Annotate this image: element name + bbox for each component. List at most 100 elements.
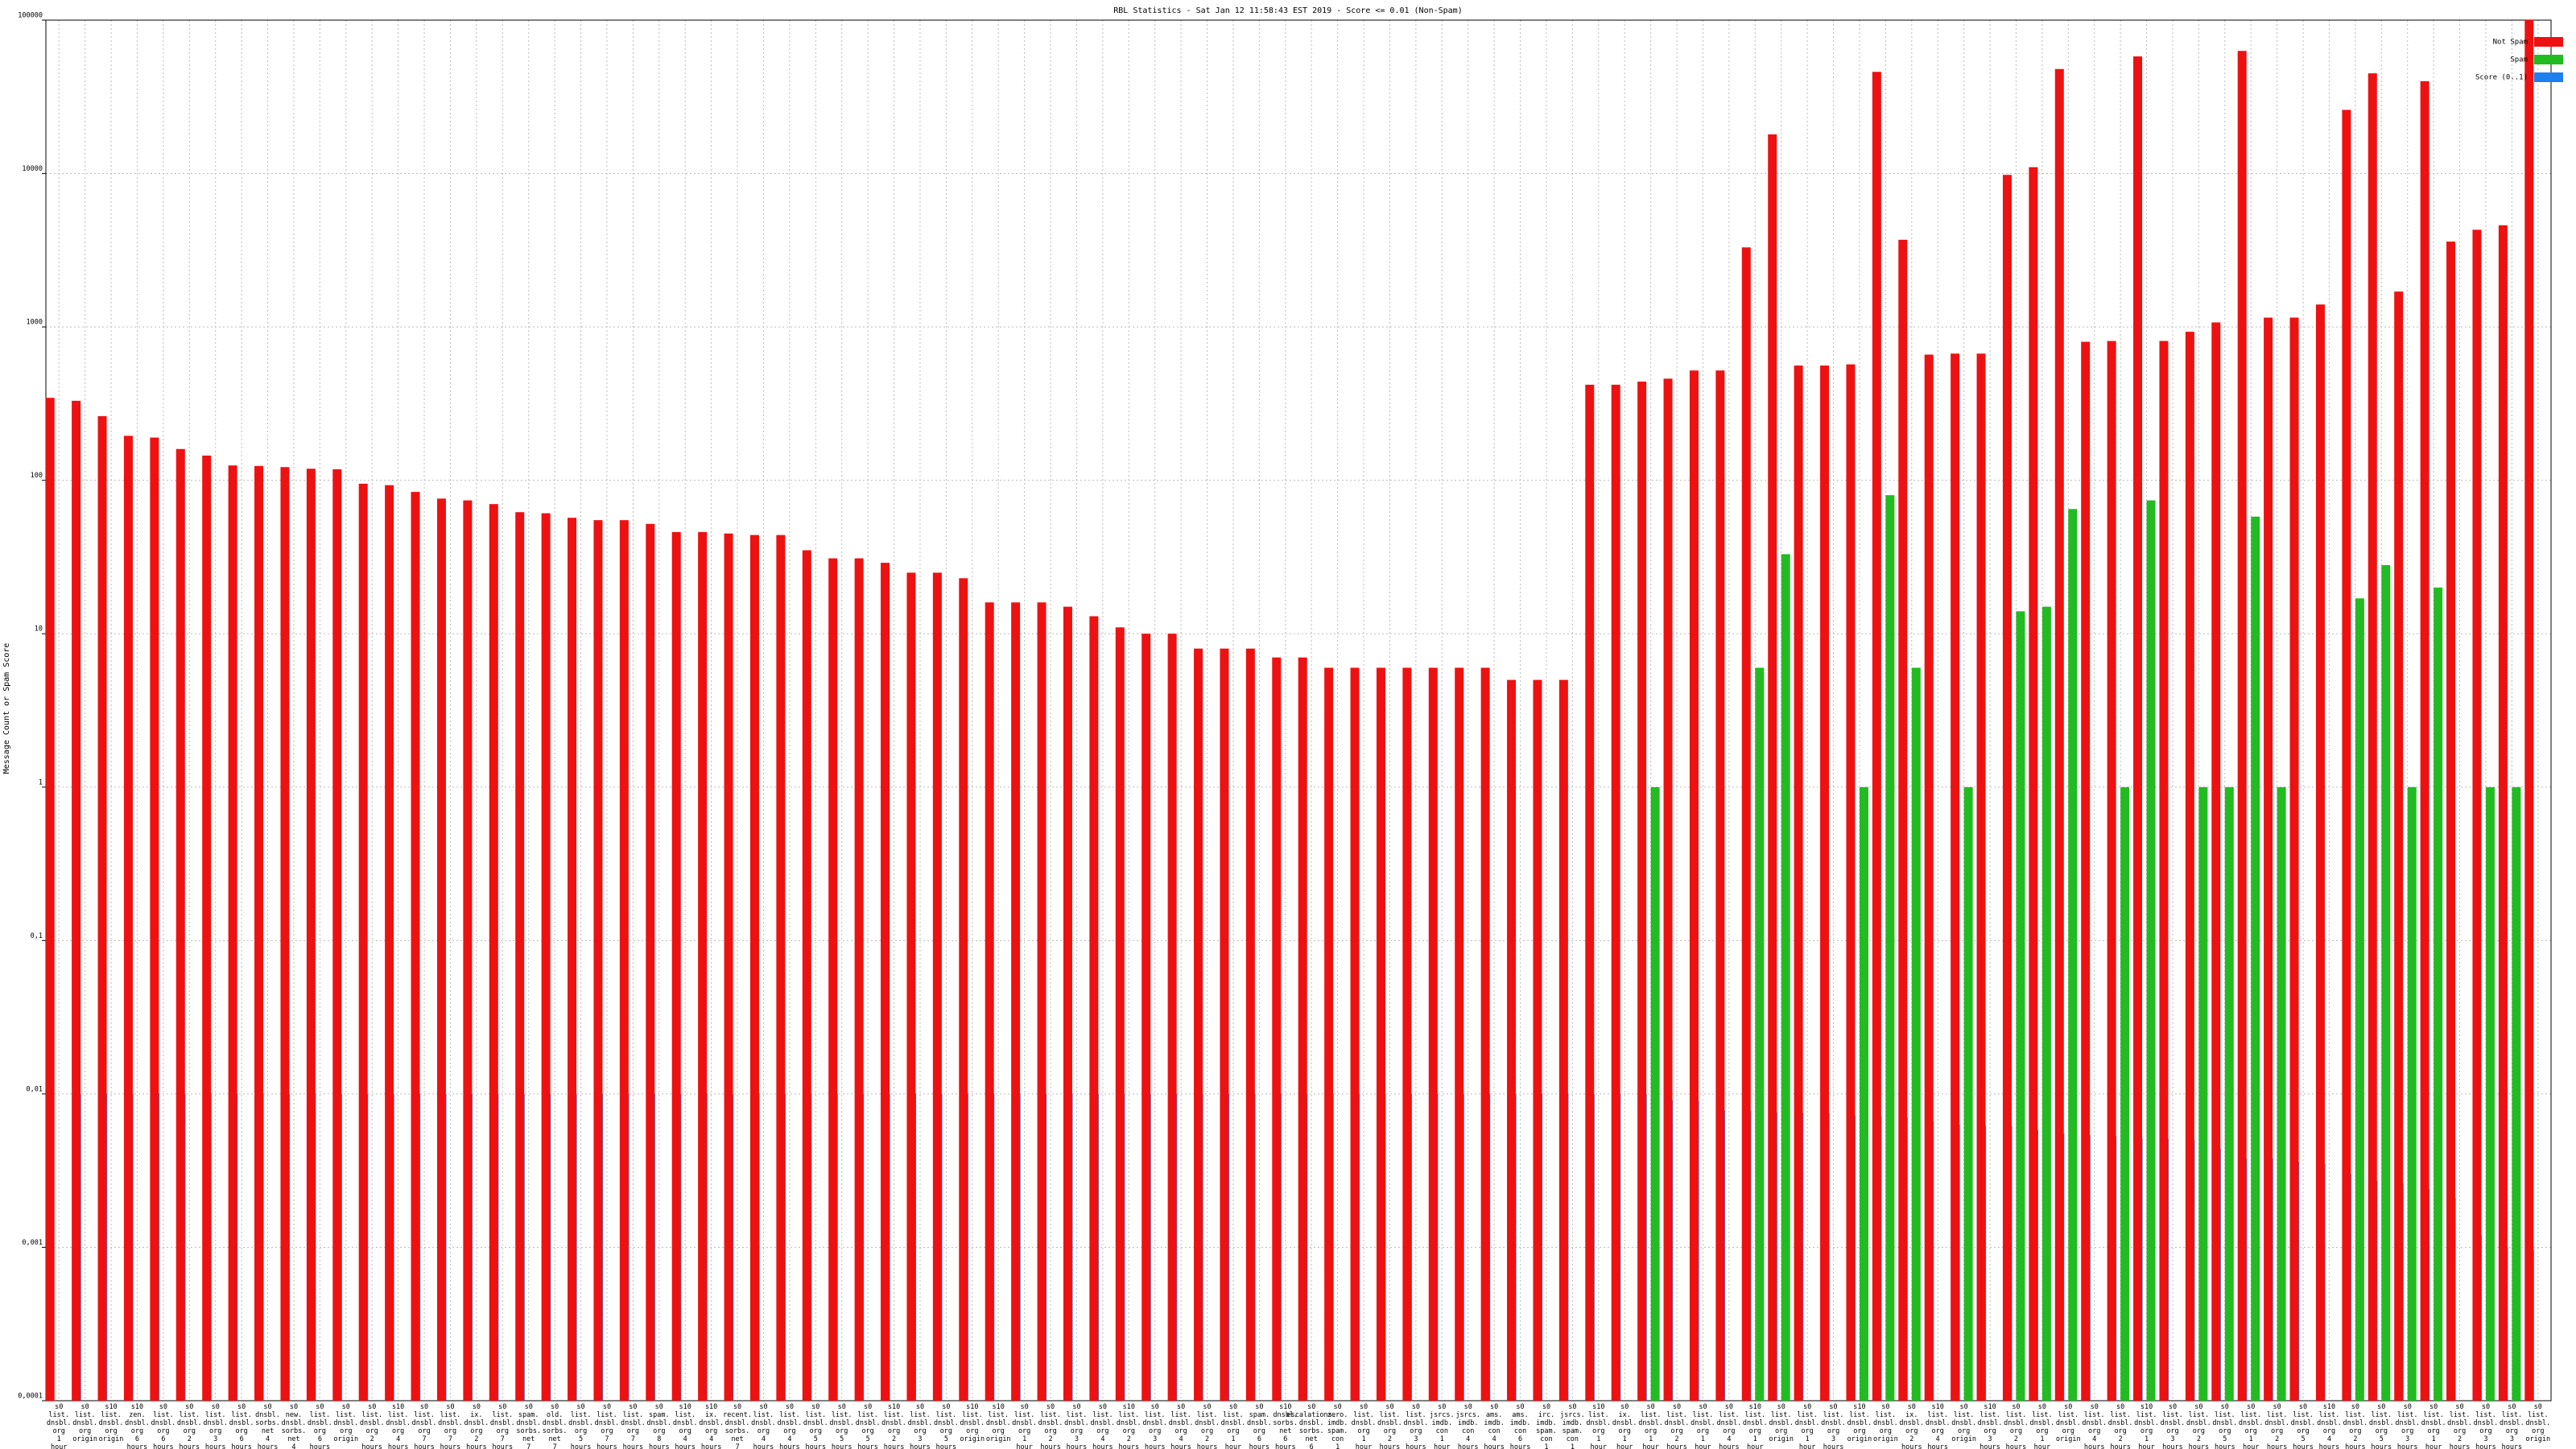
bar [2159, 341, 2169, 1401]
x-tick-label: s0 list. dnsbl. org 2 hours [2264, 1403, 2289, 1449]
x-tick-label: s0 list. dnsbl. org origin [72, 1403, 97, 1443]
bar [1245, 648, 1255, 1401]
x-tick-label: s10 list. dnsbl. org 1 hour [1743, 1403, 1768, 1449]
bar [1781, 554, 1790, 1401]
x-tick-label: s0 list. dnsbl. org 3 hours [1142, 1403, 1167, 1449]
x-tick-label: s10 zen. dnsbl. org 6 hours [125, 1403, 150, 1449]
x-tick-label: s0 list. dnsbl. org 3 hours [1404, 1403, 1429, 1449]
bar [1350, 667, 1360, 1401]
bar [1558, 679, 1568, 1401]
bar [1324, 667, 1334, 1401]
bar [175, 448, 185, 1401]
x-tick-label: s0 list. dnsbl. org 3 hours [908, 1403, 933, 1449]
x-tick-label: s0 list. dnsbl. org 7 hours [412, 1403, 437, 1449]
legend-label: Not Spam [2493, 39, 2528, 47]
bar [619, 520, 629, 1401]
bar [698, 531, 708, 1401]
x-tick-label: s10 list. dnsbl. org origin [1847, 1403, 1872, 1443]
x-tick-label: s0 spam. dnsbl. org 6 hours [1247, 1403, 1272, 1449]
bar [1298, 657, 1307, 1401]
x-tick-label: s0 list. dnsbl. org 1 hour [1690, 1403, 1715, 1449]
bar [1167, 634, 1177, 1401]
x-tick-label: s0 list. dnsbl. org 2 hours [2004, 1403, 2029, 1449]
bar [2355, 598, 2364, 1401]
legend-swatch [2534, 37, 2563, 47]
x-tick-label: s0 list. dnsbl. org 1 hour [1221, 1403, 1246, 1449]
x-tick-label: s10 list. dnsbl. org 1 hour [2134, 1403, 2159, 1449]
x-tick-label: s0 list. dnsbl. org 7 hours [438, 1403, 463, 1449]
x-tick-label: s10 list. dnsbl. org 4 hours [1926, 1403, 1951, 1449]
y-tick-label: 0,1 [31, 932, 43, 940]
x-tick-label: s0 list. dnsbl. org 4 hours [778, 1403, 803, 1449]
bar [150, 437, 159, 1402]
x-tick-label: s0 list. dnsbl. org 3 hours [1064, 1403, 1089, 1449]
bar [1741, 247, 1751, 1401]
x-tick-label: s0 list. dnsbl. org 3 hours [2395, 1403, 2420, 1449]
bar [202, 455, 212, 1401]
x-tick-label: s0 list. dnsbl. org 2 hours [360, 1403, 385, 1449]
bar [2289, 317, 2299, 1401]
bar [2107, 341, 2116, 1401]
bar [2016, 611, 2025, 1401]
x-tick-label: s0 list. dnsbl. org 5 hours [2291, 1403, 2316, 1449]
chart-title: RBL Statistics - Sat Jan 12 11:58:43 EST… [1113, 6, 1462, 15]
bar [2237, 51, 2247, 1401]
x-tick-label: s0 list. dnsbl. org 6 hours [151, 1403, 176, 1449]
x-tick-label: s0 list. dnsbl. org origin [1769, 1403, 1794, 1443]
bar [1663, 378, 1673, 1401]
bar [2524, 20, 2534, 1401]
bar [1715, 370, 1725, 1401]
bar [541, 513, 551, 1401]
x-tick-label: s10 list. dnsbl. org 1 hour [1586, 1403, 1611, 1449]
bar [254, 465, 264, 1401]
y-tick-label: 100 [31, 472, 43, 480]
bar [906, 572, 916, 1401]
x-tick-label: s0 list. dnsbl. org 1 hour [1012, 1403, 1037, 1449]
bar [358, 483, 368, 1401]
bar [2251, 516, 2260, 1401]
bar [2434, 587, 2443, 1401]
x-tick-label: s0 list. dnsbl. org 1 hour [1638, 1403, 1663, 1449]
bar [1480, 667, 1490, 1401]
bar [72, 400, 81, 1401]
y-tick-label: 0,01 [27, 1085, 43, 1093]
x-tick-label: s0 list. dnsbl. org origin [1951, 1403, 1976, 1443]
bar [2211, 322, 2221, 1402]
x-tick-label: s0 list. dnsbl. org 2 hours [2186, 1403, 2211, 1449]
bar [1507, 679, 1517, 1401]
bar [1533, 679, 1542, 1401]
x-tick-label: s10 list. dnsbl. org 2 hours [1117, 1403, 1141, 1449]
y-tick-label: 100000 [18, 12, 43, 20]
x-tick-label: s0 list. dnsbl. org 2 hours [2343, 1403, 2368, 1449]
bar [1951, 353, 1960, 1401]
bar [2446, 242, 2456, 1401]
bar [2381, 565, 2391, 1401]
x-tick-label: s0 ams. imdb. con 4 hours [1484, 1403, 1505, 1449]
x-tick-label: s0 list. dnsbl. org 5 hours [2369, 1403, 2394, 1449]
bar [646, 523, 655, 1401]
x-tick-label: s0 list. dnsbl. org 2 hours [1665, 1403, 1690, 1449]
x-tick-label: s0 list. dnsbl. org 1 hour [2030, 1403, 2055, 1449]
x-tick-label: s0 list. dnsbl. org 3 hours [203, 1403, 228, 1449]
bar [749, 535, 759, 1401]
x-tick-label: s0 jsrcs. imdb. con 4 hours [1455, 1403, 1480, 1449]
x-tick-label: s10 list. dnsbl. org 3 hours [1978, 1403, 2003, 1449]
y-tick-label: 1 [39, 778, 43, 786]
x-tick-label: s10 list. dnsbl. org 4 hours [2317, 1403, 2342, 1449]
bar [1689, 370, 1699, 1401]
y-axis-label: Message Count or Spam Score [2, 643, 11, 774]
bar [1976, 353, 1986, 1401]
bar [1820, 365, 1830, 1402]
bar [1755, 667, 1765, 1401]
bar [2264, 317, 2273, 1401]
bar [2472, 229, 2482, 1402]
legend-swatch [2534, 55, 2563, 64]
x-tick-label: s0 list. dnsbl. org 7 hours [621, 1403, 646, 1449]
x-tick-label: s0 list. dnsbl. org 5 hours [829, 1403, 854, 1449]
bar [2041, 606, 2051, 1401]
x-tick-label: s0 list. dnsbl. org 2 hours [1195, 1403, 1220, 1449]
bar [2029, 167, 2038, 1401]
